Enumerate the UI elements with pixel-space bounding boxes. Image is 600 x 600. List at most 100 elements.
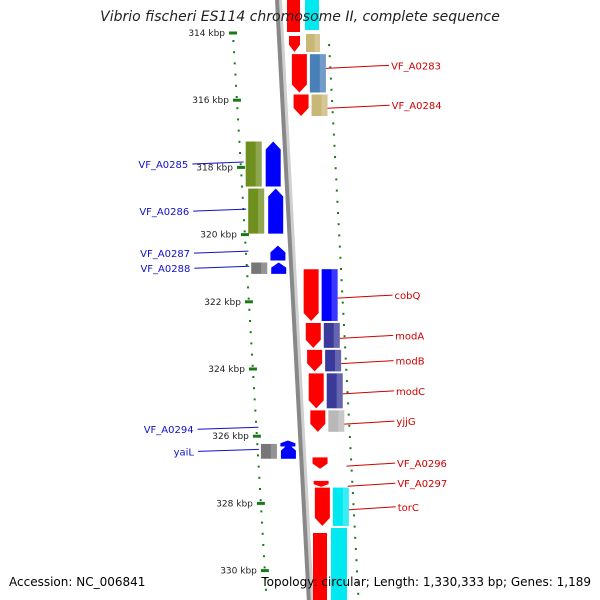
reverse-gene-track-shade [338, 410, 345, 432]
leader-line [193, 208, 247, 212]
reverse-gene-track-shade [319, 54, 326, 93]
reverse-gene-arrow [310, 410, 326, 432]
gene-label-vf_a0296: VF_A0296 [397, 459, 447, 470]
ruler-dot [235, 96, 238, 98]
ruler-tick-label: 328 kbp [216, 499, 253, 509]
ruler-dot [255, 432, 258, 434]
reverse-gene-arrow [293, 94, 309, 116]
reverse-gene-track-body [326, 373, 343, 409]
forward-gene-arrow [265, 141, 281, 187]
reverse-gene-track-shade [331, 269, 338, 321]
ruler-dot [339, 256, 342, 259]
reverse-gene-track-body [309, 54, 326, 93]
ruler-ticks: 314 kbp 316 kbp 318 kbp 320 kbp 322 kbp 324 k… [188, 29, 269, 577]
reverse-gene-track-shade [333, 322, 340, 348]
reverse-gene-track-shade [336, 373, 343, 409]
ruler-dot [243, 230, 246, 233]
gene-label-modb: modB [396, 357, 425, 368]
ruler-dot [330, 88, 333, 91]
gene-label-modc: modC [396, 387, 425, 398]
cyan-track-partial [331, 528, 347, 600]
reverse-gene-track-shade [321, 94, 328, 116]
ruler-dot [260, 521, 263, 524]
ruler-dot [334, 156, 337, 158]
gene-label-yjjg: yjjG [396, 417, 415, 428]
leader-line [342, 390, 394, 395]
ruler-dot [331, 100, 334, 102]
ruler-dot [237, 129, 240, 132]
reverse-gene-arrow [307, 349, 323, 372]
ruler-dot [256, 443, 259, 446]
tan-track-partial [306, 34, 320, 52]
ruler-dot [333, 144, 336, 147]
forward-gene-track-body [245, 141, 262, 187]
ruler-dot [340, 279, 343, 282]
ruler-dot [237, 118, 240, 121]
ruler-dot [249, 331, 252, 334]
forward-gene-track-body [251, 262, 268, 274]
ruler-dot [350, 469, 353, 472]
gene-label-cobq: cobQ [395, 291, 421, 302]
ruler-tick [240, 233, 249, 237]
leader-line [337, 294, 393, 299]
ruler-dot [347, 413, 350, 416]
reverse-gene-track [332, 487, 349, 526]
ruler-dot [253, 398, 256, 401]
leader-line [194, 250, 249, 254]
ruler-dot [254, 420, 257, 423]
reverse-gene-track-body [332, 487, 349, 526]
reverse-gene-arrow [305, 322, 321, 348]
ruler-dot [332, 122, 335, 125]
ruler-dots [232, 40, 360, 595]
ruler-dot [348, 424, 351, 427]
ruler-dot [329, 66, 332, 69]
ruler-dot [344, 346, 347, 349]
leader-line [346, 462, 396, 467]
ruler-dot [346, 391, 349, 394]
ruler-dot [338, 234, 341, 237]
ruler-dot [342, 312, 345, 315]
ruler-dot [241, 185, 244, 188]
reverse-gene-track-body [323, 322, 340, 348]
leader-line [339, 334, 394, 339]
reverse-gene-track [326, 373, 343, 409]
forward-gene-track [245, 141, 262, 187]
gene-label-moda: modA [395, 331, 424, 342]
ruler-dot [239, 152, 242, 154]
tan-track-partial-body [306, 34, 320, 52]
ruler-dot [259, 499, 262, 502]
ruler-dot [258, 476, 261, 479]
ruler-dot [350, 458, 353, 461]
ruler-dot [245, 264, 248, 266]
ruler-dot [248, 308, 251, 311]
gene-label-vf_a0286: VF_A0286 [139, 207, 189, 218]
ruler-dot [257, 465, 260, 468]
ruler-dot [258, 488, 261, 490]
reverse-gene-track-body [321, 269, 338, 321]
forward-gene-arrow [280, 440, 296, 447]
ruler-dot [339, 268, 342, 270]
accession-text: Accession: NC_006841 [9, 575, 146, 589]
forward-gene-track-body [248, 188, 265, 234]
ruler-dot [250, 342, 253, 345]
leader-line [197, 426, 259, 430]
ruler-tick-label: 314 kbp [188, 29, 225, 39]
ruler-dot [238, 140, 241, 143]
ruler-dot [337, 223, 340, 226]
reverse-gene-track [325, 349, 342, 372]
ruler-dot [348, 436, 351, 438]
forward-gene-track-shade [270, 443, 277, 459]
ruler-dot [337, 212, 340, 214]
ruler-dot [245, 252, 248, 255]
reverse-gene-arrow [313, 480, 329, 487]
ruler-dot [351, 492, 354, 494]
reverse-gene-track-shade [335, 349, 342, 372]
forward-gene-track-shade [255, 141, 262, 187]
forward-gene-track [251, 262, 268, 274]
ruler-tick [260, 569, 269, 573]
ruler-dot [328, 44, 331, 46]
ruler-dot [342, 324, 345, 326]
ruler-dot [241, 196, 244, 199]
ruler-dot [352, 503, 355, 506]
ruler-dot [240, 174, 243, 177]
